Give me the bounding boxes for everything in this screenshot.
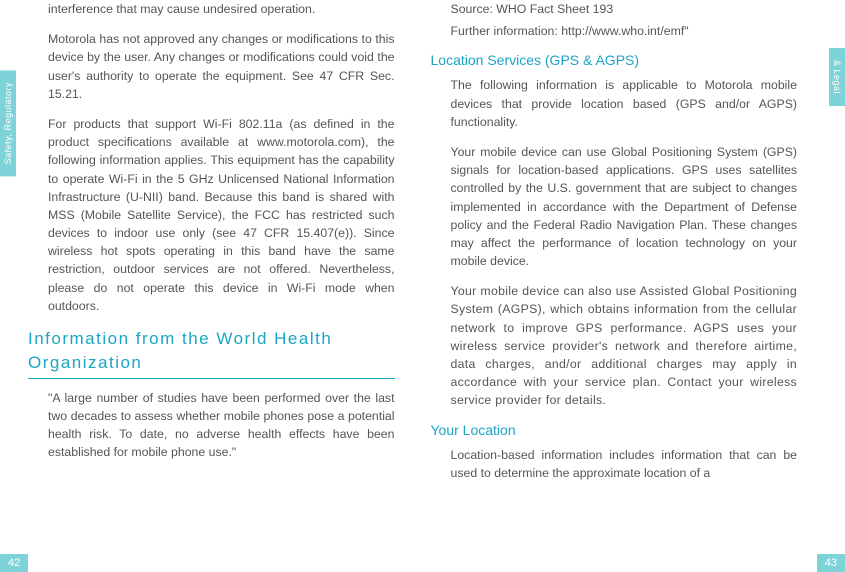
left-page-number: 42	[0, 554, 28, 572]
left-content: interference that may cause undesired op…	[48, 0, 395, 461]
page-spread: Safety, Regulatory 42 interference that …	[0, 0, 845, 572]
body-paragraph: "A large number of studies have been per…	[48, 389, 395, 462]
body-paragraph: Your mobile device can also use Assisted…	[451, 282, 798, 409]
body-paragraph: interference that may cause undesired op…	[48, 0, 395, 18]
body-paragraph: Source: WHO Fact Sheet 193	[451, 0, 798, 18]
body-paragraph: Motorola has not approved any changes or…	[48, 30, 395, 103]
right-page: & Legal 43 Source: WHO Fact Sheet 193 Fu…	[423, 0, 845, 572]
body-paragraph: Location-based information includes info…	[451, 446, 798, 482]
left-page: Safety, Regulatory 42 interference that …	[0, 0, 423, 572]
subsection-heading-your-location: Your Location	[431, 422, 798, 438]
right-side-tab: & Legal	[829, 48, 845, 106]
left-side-tab: Safety, Regulatory	[0, 70, 16, 176]
body-paragraph: Your mobile device can use Global Positi…	[451, 143, 798, 270]
right-content: Source: WHO Fact Sheet 193 Further infor…	[451, 0, 798, 482]
right-page-number: 43	[817, 554, 845, 572]
section-heading-who: Information from the World Health Organi…	[28, 327, 395, 379]
body-paragraph: The following information is applicable …	[451, 76, 798, 131]
body-paragraph: For products that support Wi-Fi 802.11a …	[48, 115, 395, 315]
subsection-heading-location-services: Location Services (GPS & AGPS)	[431, 52, 798, 68]
body-paragraph: Further information: http://www.who.int/…	[451, 22, 798, 40]
